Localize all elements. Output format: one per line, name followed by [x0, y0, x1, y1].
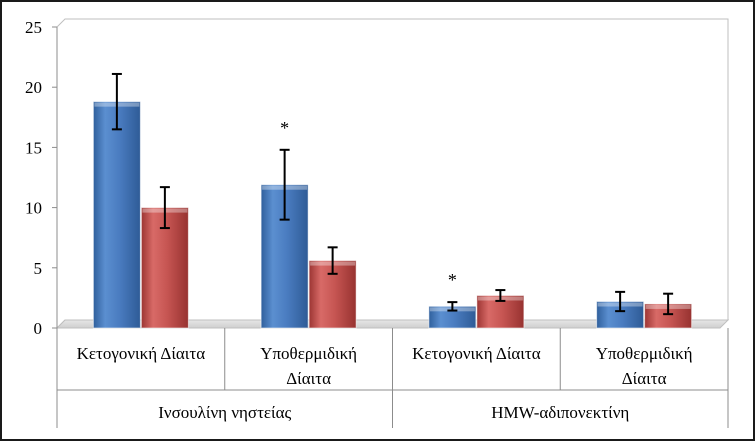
y-tick-label: 10 — [25, 199, 42, 218]
bar-face — [92, 101, 141, 329]
x-category-label: Κετογονική Δίαιτα — [77, 344, 206, 363]
error-bar — [495, 289, 506, 302]
plot-backdrop — [55, 18, 730, 330]
error-bar — [615, 290, 626, 313]
x-category-label: Δίαιτα — [286, 369, 331, 388]
x-category-label: Υποθερμιδική — [596, 344, 693, 363]
x-category-label: Υποθερμιδική — [260, 344, 357, 363]
y-tick-label: 20 — [25, 78, 42, 97]
x-group-label: HMW-αδιπονεκτίνη — [491, 403, 629, 422]
error-bar — [279, 148, 290, 221]
error-bar — [663, 292, 674, 316]
x-group-label: Ινσουλίνη νηστείας — [158, 403, 291, 422]
y-tick-label: 15 — [25, 138, 42, 157]
bar — [92, 101, 141, 329]
error-bar — [159, 186, 170, 230]
x-category-label: Δίαιτα — [622, 369, 667, 388]
x-category-label: Κετογονική Δίαιτα — [412, 344, 541, 363]
y-tick-label: 5 — [34, 259, 43, 278]
error-bars — [111, 72, 674, 316]
y-tick-label: 25 — [25, 18, 42, 37]
y-tick-label: 0 — [34, 319, 43, 338]
error-bar — [111, 72, 122, 131]
significance-marker: * — [280, 118, 289, 138]
annotations: ** — [280, 118, 457, 290]
error-bar — [447, 301, 458, 312]
x-axis-categories: Κετογονική Δίαιτα Υποθερμιδική Δίαιτα Κετογ… — [56, 328, 729, 428]
significance-marker: * — [448, 270, 457, 290]
error-bar — [327, 246, 338, 275]
y-axis: 0 5 10 15 20 25 — [25, 18, 58, 338]
